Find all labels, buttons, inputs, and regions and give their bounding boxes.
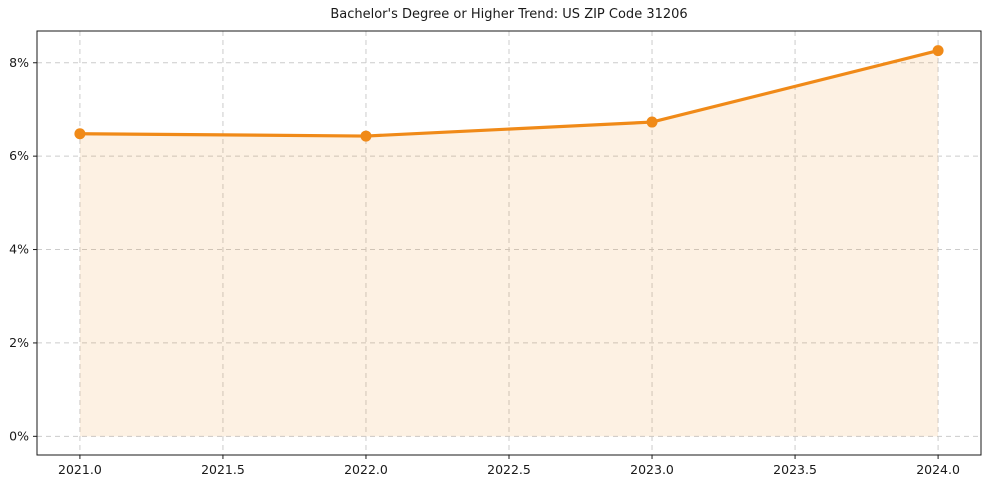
data-point-marker — [646, 116, 658, 128]
x-tick-label: 2022.5 — [487, 462, 531, 477]
data-point-marker — [74, 128, 86, 140]
y-tick-label: 6% — [9, 148, 29, 163]
data-point-marker — [932, 45, 944, 57]
y-tick-label: 4% — [9, 242, 29, 257]
x-tick-label: 2023.5 — [773, 462, 817, 477]
x-tick-label: 2022.0 — [344, 462, 388, 477]
x-tick-label: 2023.0 — [630, 462, 674, 477]
y-tick-label: 0% — [9, 428, 29, 443]
y-tick-label: 8% — [9, 55, 29, 70]
trend-line — [78, 49, 940, 138]
x-tick-label: 2021.0 — [58, 462, 102, 477]
x-tick-label: 2024.0 — [916, 462, 960, 477]
y-tick-label: 2% — [9, 335, 29, 350]
chart-title: Bachelor's Degree or Higher Trend: US ZI… — [330, 7, 688, 22]
area-fill — [79, 50, 939, 437]
x-tick-label: 2021.5 — [201, 462, 245, 477]
data-point-marker — [360, 130, 372, 142]
